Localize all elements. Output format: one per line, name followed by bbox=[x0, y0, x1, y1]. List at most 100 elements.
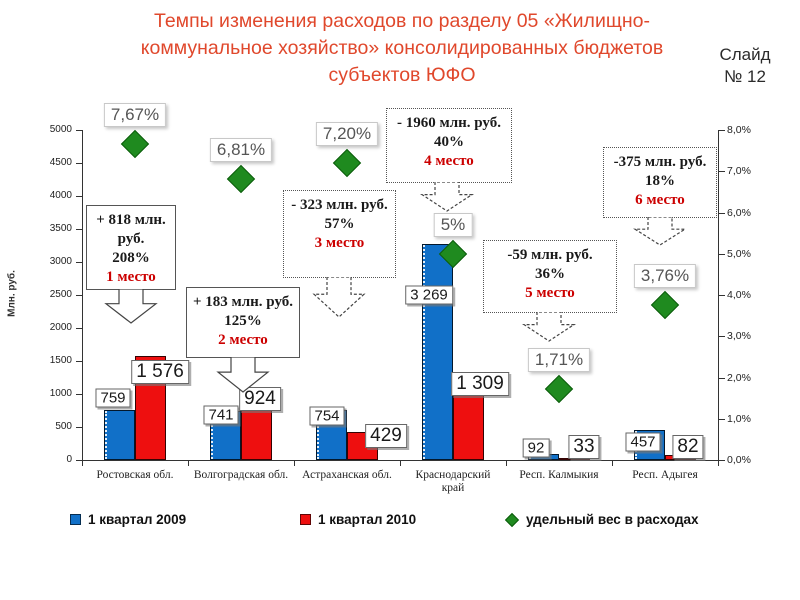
right-axis-tick bbox=[719, 130, 725, 131]
legend-item-share: удельный вес в расходах bbox=[504, 512, 699, 527]
callout-box: + 183 млн. руб. 125% 2 место bbox=[186, 287, 300, 358]
bar-value-2009: 754 bbox=[309, 406, 345, 426]
callout-rank: 5 место bbox=[525, 284, 575, 301]
x-axis-tick bbox=[294, 460, 295, 466]
legend-item-2010: 1 квартал 2010 bbox=[300, 512, 416, 527]
callout-rank: 3 место bbox=[314, 234, 365, 251]
left-axis-tick bbox=[76, 361, 82, 362]
bar-value-2009: 457 bbox=[625, 432, 661, 452]
callout-box: - 1960 млн. руб. 40% 4 место bbox=[386, 108, 512, 183]
right-axis-tick-label: 1,0% bbox=[727, 412, 751, 425]
left-axis-tick bbox=[76, 328, 82, 329]
callout-down-arrow-icon bbox=[104, 289, 158, 324]
share-percent-label: 7,20% bbox=[315, 122, 379, 146]
right-axis-tick-label: 8,0% bbox=[727, 124, 751, 136]
left-axis-tick-label: 1500 bbox=[49, 355, 72, 366]
callout-rank: 2 место bbox=[218, 331, 268, 348]
bar-value-2010: 924 bbox=[239, 387, 281, 411]
legend-label: 1 квартал 2009 bbox=[88, 512, 187, 527]
right-axis-tick bbox=[719, 418, 725, 420]
right-axis-tick-label: 4,0% bbox=[727, 289, 751, 301]
right-axis-tick bbox=[719, 336, 725, 338]
slide-number-word: Слайд bbox=[719, 45, 771, 64]
callout-down-arrow-icon bbox=[216, 357, 270, 393]
x-axis-tick bbox=[82, 460, 83, 466]
legend-label: удельный вес в расходах bbox=[526, 512, 699, 527]
slide-title: Темпы изменения расходов по разделу 05 «… bbox=[140, 10, 664, 86]
left-axis-tick-label: 4000 bbox=[49, 190, 72, 201]
callout-rank: 6 место bbox=[635, 191, 685, 208]
share-percent-label: 3,76% bbox=[633, 263, 697, 288]
callout-down-arrow-icon bbox=[633, 217, 687, 246]
callout-down-arrow-icon bbox=[522, 312, 576, 342]
bar-value-2009: 759 bbox=[95, 388, 131, 408]
left-axis-tick-label: 500 bbox=[55, 421, 72, 432]
callout-percent: 208% bbox=[112, 249, 150, 266]
callout-rank: 1 место bbox=[106, 268, 156, 285]
category-label: Респ. Калмыкия bbox=[519, 469, 599, 481]
legend-item-2009: 1 квартал 2009 bbox=[70, 512, 186, 527]
callout-percent: 125% bbox=[224, 312, 262, 329]
x-axis-tick bbox=[400, 460, 401, 466]
callout-amount: - 1960 млн. руб. bbox=[397, 115, 501, 131]
right-axis-tick-label: 3,0% bbox=[727, 330, 751, 343]
callout-box: -59 млн. руб. 36% 5 место bbox=[483, 240, 617, 313]
callout-amount: -375 млн. руб. bbox=[613, 154, 707, 170]
category-label: Астраханская обл. bbox=[302, 469, 392, 481]
callout-amount: + 183 млн. руб. bbox=[192, 294, 294, 310]
legend-label: 1 квартал 2010 bbox=[318, 512, 417, 527]
legend-marker-red-square-icon bbox=[300, 514, 311, 525]
bar-value-2010: 82 bbox=[672, 435, 704, 459]
left-axis-tick-label: 1000 bbox=[49, 388, 72, 399]
left-axis-tick bbox=[76, 394, 82, 395]
share-diamond-marker bbox=[120, 129, 150, 158]
callout-percent: 40% bbox=[434, 133, 464, 150]
x-axis-tick bbox=[188, 460, 189, 466]
bar-value-2010: 1 576 bbox=[131, 360, 189, 384]
bar-value-2009: 741 bbox=[203, 405, 239, 425]
chart-legend: 1 квартал 2009 1 квартал 2010 удельный в… bbox=[0, 512, 800, 538]
share-percent-label: 1,71% bbox=[527, 348, 591, 373]
category-label: Краснодарский край bbox=[415, 469, 491, 495]
share-percent-label: 7,67% bbox=[103, 102, 167, 127]
left-axis-tick-label: 2500 bbox=[49, 289, 72, 300]
callout-down-arrow-icon bbox=[420, 182, 474, 212]
x-axis-tick bbox=[718, 460, 719, 466]
right-axis-tick bbox=[719, 171, 725, 173]
left-axis-title: Млн. руб. bbox=[6, 270, 18, 317]
callout-box: -375 млн. руб. 18% 6 место bbox=[603, 147, 717, 218]
bar-value-2009: 92 bbox=[522, 438, 550, 458]
left-axis-tick bbox=[76, 427, 82, 428]
right-axis-tick-label: 6,0% bbox=[727, 206, 751, 219]
category-label: Волгоградская обл. bbox=[193, 469, 289, 481]
callout-amount: - 323 млн. руб. bbox=[291, 197, 388, 213]
callout-down-arrow-icon bbox=[312, 277, 366, 318]
callout-percent: 36% bbox=[535, 265, 565, 282]
callout-percent: 57% bbox=[324, 215, 355, 232]
share-percent-label: 6,81% bbox=[209, 138, 273, 163]
callout-amount: + 818 млн. руб. bbox=[96, 212, 166, 247]
x-axis-tick bbox=[506, 460, 507, 466]
right-axis-tick bbox=[719, 460, 725, 461]
left-axis-tick-label: 5000 bbox=[49, 124, 72, 135]
share-diamond-marker bbox=[544, 375, 574, 404]
legend-marker-blue-square-icon bbox=[70, 514, 81, 525]
callout-box: - 323 млн. руб. 57% 3 место bbox=[283, 190, 396, 278]
left-axis-tick bbox=[76, 196, 82, 197]
bar-1q2009 bbox=[104, 409, 135, 460]
share-percent-label: 5% bbox=[433, 212, 473, 237]
left-axis-tick-label: 3000 bbox=[49, 256, 72, 267]
left-axis-tick-label: 0 bbox=[66, 454, 72, 465]
slide-number: Слайд № 12 bbox=[703, 44, 787, 88]
left-axis-tick bbox=[76, 163, 82, 164]
right-axis-tick bbox=[719, 295, 725, 296]
bar-1q2009 bbox=[422, 244, 453, 460]
right-axis-tick bbox=[719, 253, 725, 255]
right-axis-tick-label: 2,0% bbox=[727, 371, 751, 384]
share-diamond-marker bbox=[650, 290, 680, 320]
left-axis-tick-label: 2000 bbox=[49, 322, 72, 333]
callout-amount: -59 млн. руб. bbox=[507, 247, 593, 263]
share-diamond-marker bbox=[226, 164, 256, 194]
right-axis-tick-label: 7,0% bbox=[727, 165, 751, 178]
